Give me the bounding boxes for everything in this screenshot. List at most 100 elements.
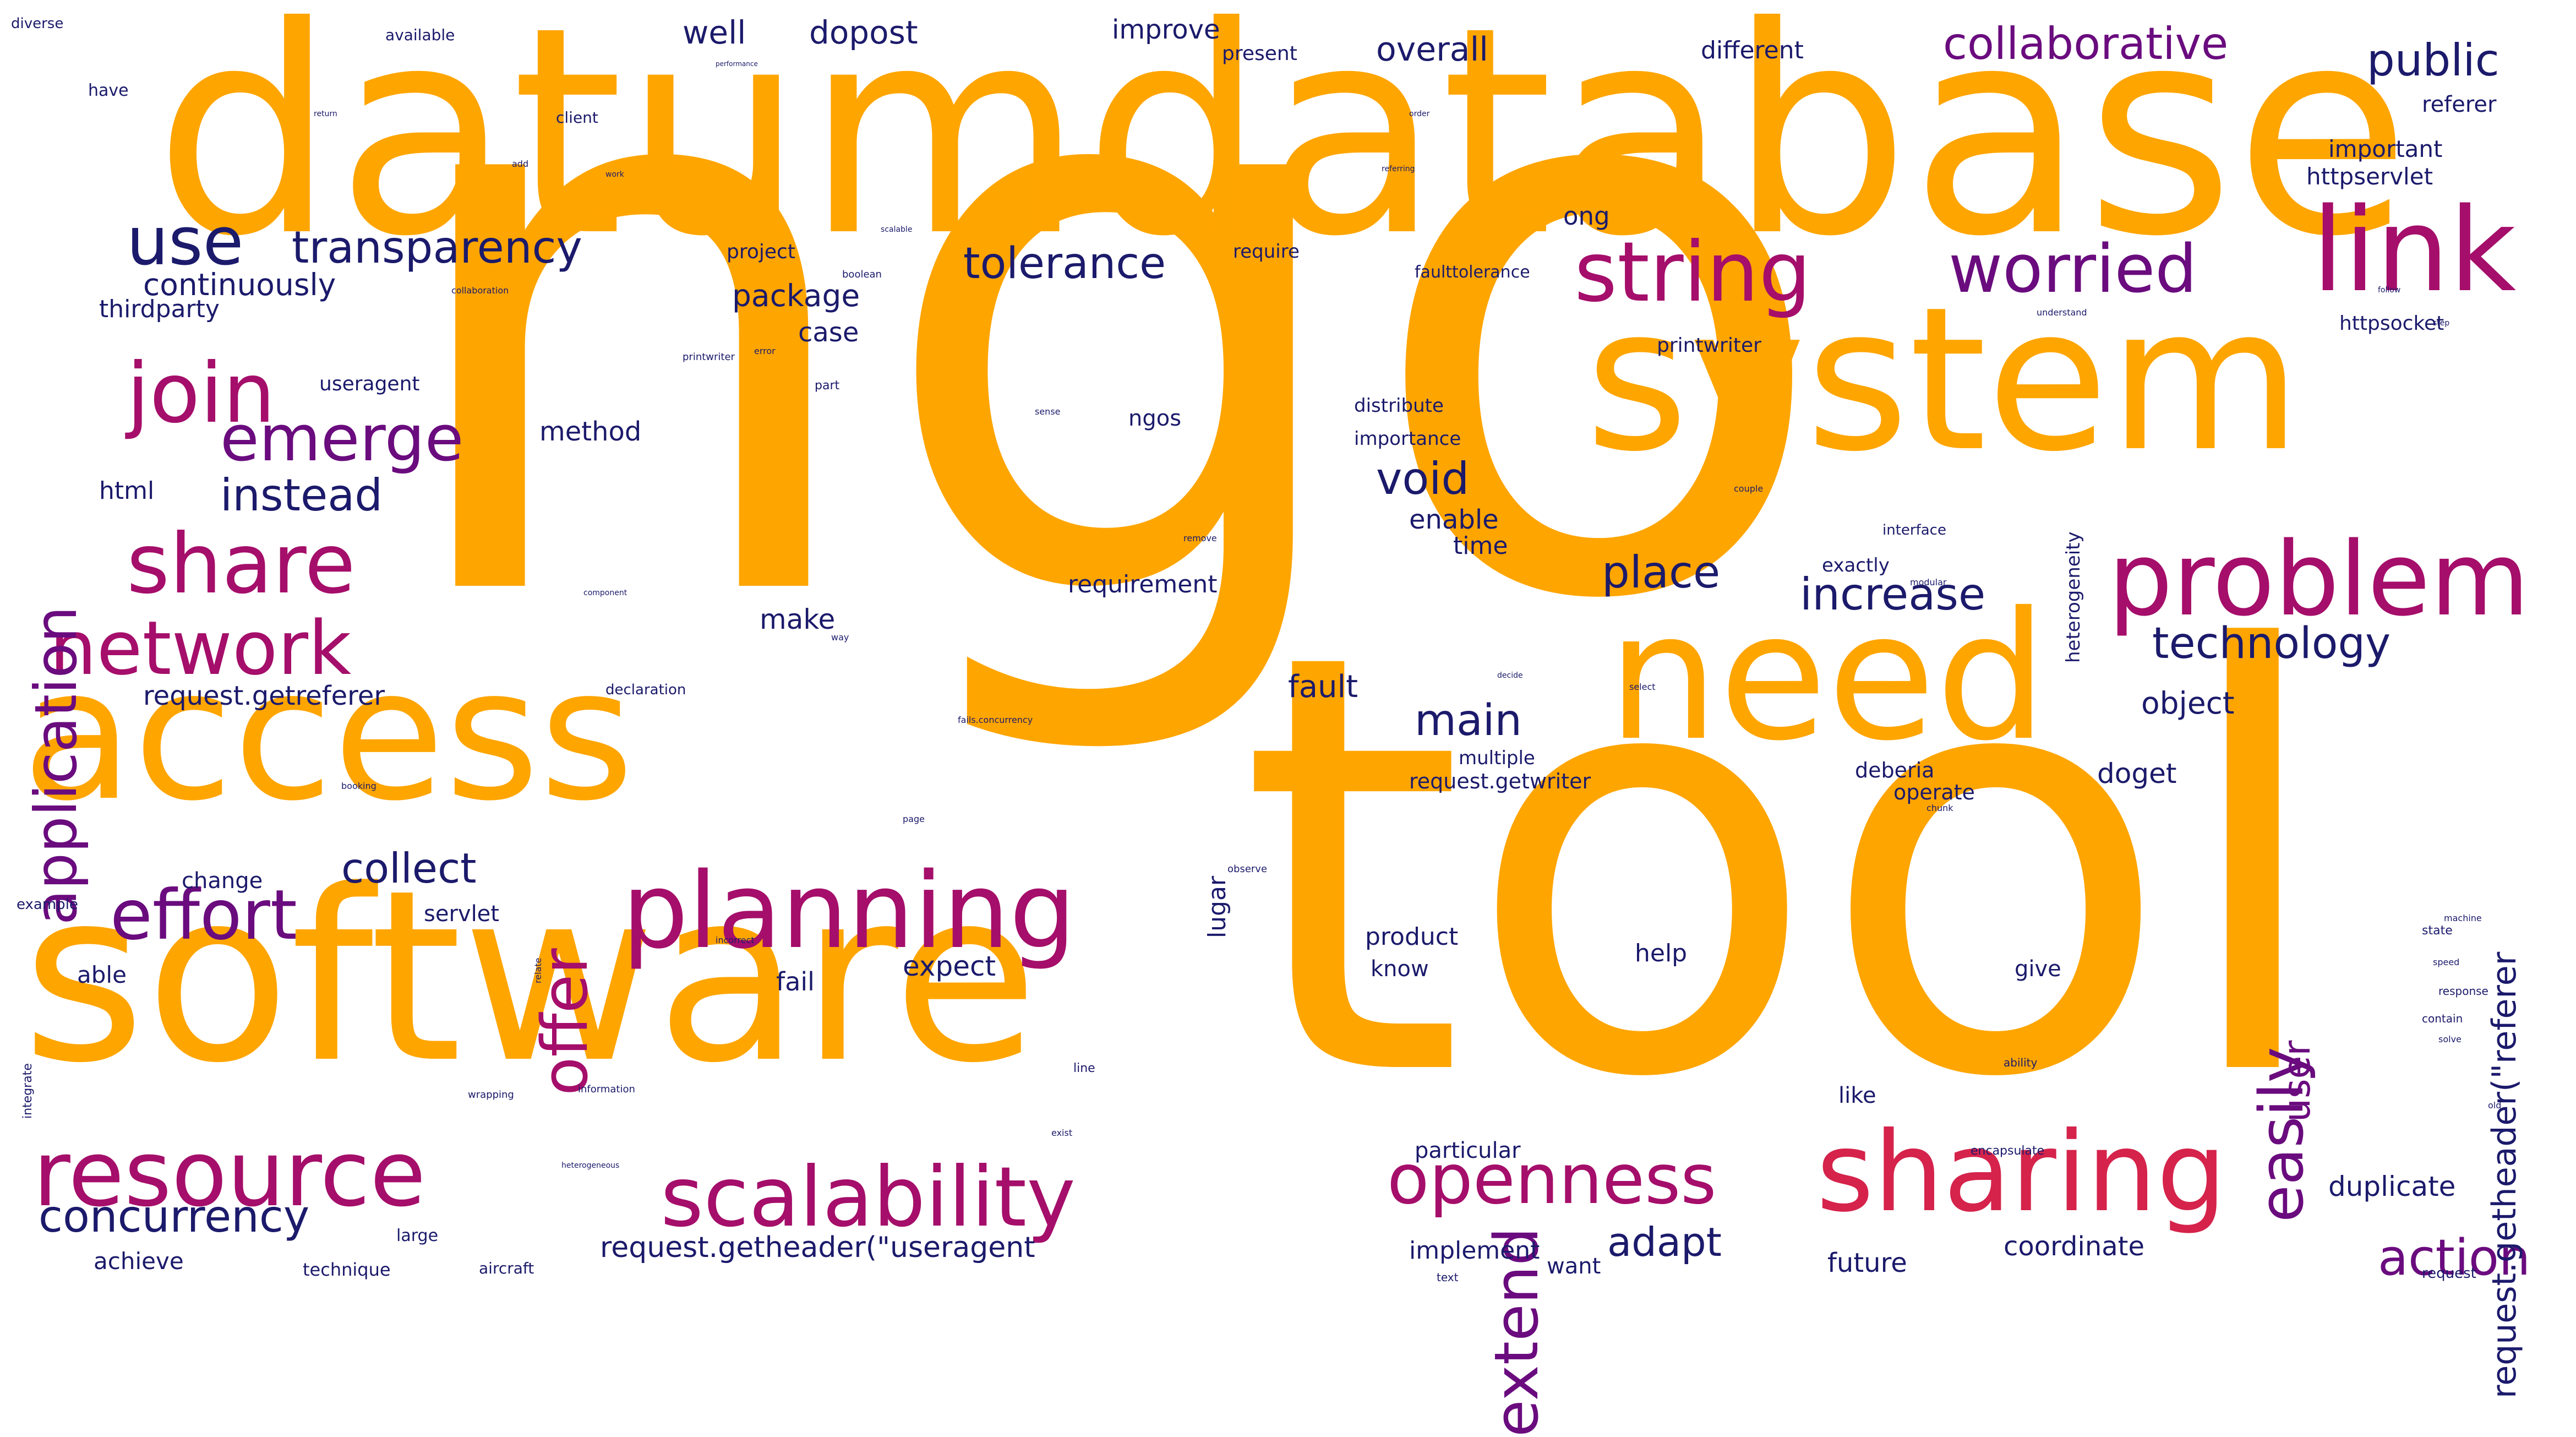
word-part: part (815, 379, 840, 393)
word-httpservlet: httpservlet (2306, 163, 2433, 190)
word-chunk: chunk (1926, 803, 1953, 813)
word-want: want (1547, 1254, 1601, 1279)
word-expect: expect (903, 950, 996, 982)
word-cloud: ngo tool datumdatabase system software access… (11, 0, 2531, 1437)
word-component: component (583, 589, 627, 597)
word-faulttolerance: faulttolerance (1415, 263, 1530, 282)
word-string: string (1574, 225, 1811, 320)
word-return: return (314, 110, 337, 118)
word-encapsulate: encapsulate (1971, 1144, 2045, 1158)
word-package: package (732, 278, 860, 313)
word-tolerance: tolerance (963, 239, 1166, 289)
word-time: time (1453, 532, 1508, 560)
word-resource: resource (33, 1121, 426, 1227)
word-request-getwriter: request.getwriter (1409, 769, 1591, 793)
word-emerge: emerge (220, 402, 464, 476)
word-request: request (2422, 1265, 2476, 1282)
word-contain: contain (2422, 1012, 2463, 1025)
word-important: important (2328, 135, 2443, 162)
word-available: available (385, 26, 455, 44)
word-implement: implement (1409, 1237, 1540, 1265)
word-performance: performance (716, 60, 758, 68)
word-project: project (727, 241, 795, 263)
word-work: work (605, 170, 624, 179)
word-page: page (903, 814, 925, 824)
word-referer: referer (2422, 92, 2497, 117)
word-html: html (99, 477, 155, 505)
word-effort: effort (110, 875, 297, 955)
word-operate: operate (1893, 780, 1975, 804)
word-tool: tool (1238, 530, 2333, 1204)
word-request-getreferer: request.getreferer (143, 681, 385, 711)
word-system: system (1585, 264, 2302, 495)
word-lugar: lugar (1203, 875, 1231, 938)
word-datumdatabase: datumdatabase (154, 0, 2411, 299)
word-follow: follow (2378, 286, 2401, 295)
word-exist: exist (1051, 1128, 1073, 1138)
word-application: application (23, 606, 90, 925)
word-void: void (1376, 453, 1470, 504)
word-able: able (77, 961, 127, 988)
word-require: require (1233, 241, 1300, 263)
word-collect: collect (341, 844, 477, 892)
word-booking: booking (341, 781, 376, 791)
word-enable: enable (1409, 504, 1499, 535)
word-machine: machine (2444, 913, 2482, 923)
word-boolean: boolean (842, 269, 882, 280)
word-worried: worried (1949, 231, 2197, 308)
word-public: public (2367, 35, 2499, 86)
word-observe: observe (1227, 863, 1268, 875)
word-help: help (1635, 939, 1688, 967)
word-deberia: deberia (1855, 758, 1935, 782)
word-transparency: transparency (292, 222, 582, 273)
word-case: case (798, 317, 859, 348)
word-collaboration: collaboration (451, 285, 509, 296)
word-referring: referring (1382, 165, 1415, 173)
word-make: make (760, 603, 836, 635)
word-error: error (754, 346, 776, 356)
word-share: share (127, 516, 356, 612)
word-printwriter: printwriter (683, 351, 735, 363)
word-select: select (1629, 682, 1656, 692)
word-way: way (831, 632, 849, 643)
word-interface: interface (1882, 522, 1946, 538)
word-future: future (1827, 1248, 1907, 1278)
word-line: line (1073, 1062, 1095, 1075)
word-diverse: diverse (11, 15, 64, 32)
word-access: access (22, 629, 634, 841)
word-change: change (182, 868, 263, 894)
word-concurrency: concurrency (39, 1191, 310, 1242)
word-thirdparty: thirdparty (99, 295, 220, 323)
word-different: different (1701, 36, 1804, 64)
word-multiple: multiple (1459, 747, 1535, 769)
word-continuously: continuously (143, 267, 336, 302)
word-adapt: adapt (1607, 1219, 1722, 1265)
word-httpsocket: httpsocket (2339, 312, 2444, 335)
word-network: network (50, 605, 352, 692)
word-client: client (556, 108, 598, 127)
word-place: place (1602, 547, 1721, 598)
word-give: give (2015, 956, 2061, 982)
word-relate: relate (533, 957, 543, 983)
word-sharing: sharing (1816, 1108, 2227, 1237)
word-scalable: scalable (881, 225, 913, 234)
word-decide: decide (1497, 671, 1523, 680)
word-problem: problem (2108, 520, 2530, 639)
word-offer: offer (528, 948, 602, 1096)
word-large: large (396, 1226, 439, 1245)
word-fail: fail (776, 967, 815, 997)
word-collaborative: collaborative (1943, 18, 2229, 69)
word-improve: improve (1112, 14, 1220, 45)
word-state: state (2422, 924, 2453, 938)
word-planning: planning (622, 850, 1076, 972)
word-step: step (2433, 319, 2450, 328)
word-particular: particular (1415, 1138, 1521, 1163)
word-well: well (683, 14, 746, 51)
word-heterogeneous: heterogeneous (561, 1161, 620, 1170)
word-main: main (1415, 696, 1522, 745)
word-link: link (2312, 183, 2517, 318)
word-couple: couple (1734, 483, 1764, 494)
word-ngo: ngo (385, 0, 1835, 768)
word-aircraft: aircraft (479, 1259, 534, 1277)
word-old: old (2488, 1100, 2502, 1111)
